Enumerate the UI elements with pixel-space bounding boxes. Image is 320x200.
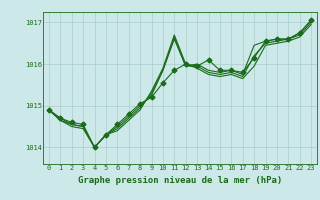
- X-axis label: Graphe pression niveau de la mer (hPa): Graphe pression niveau de la mer (hPa): [78, 176, 282, 185]
